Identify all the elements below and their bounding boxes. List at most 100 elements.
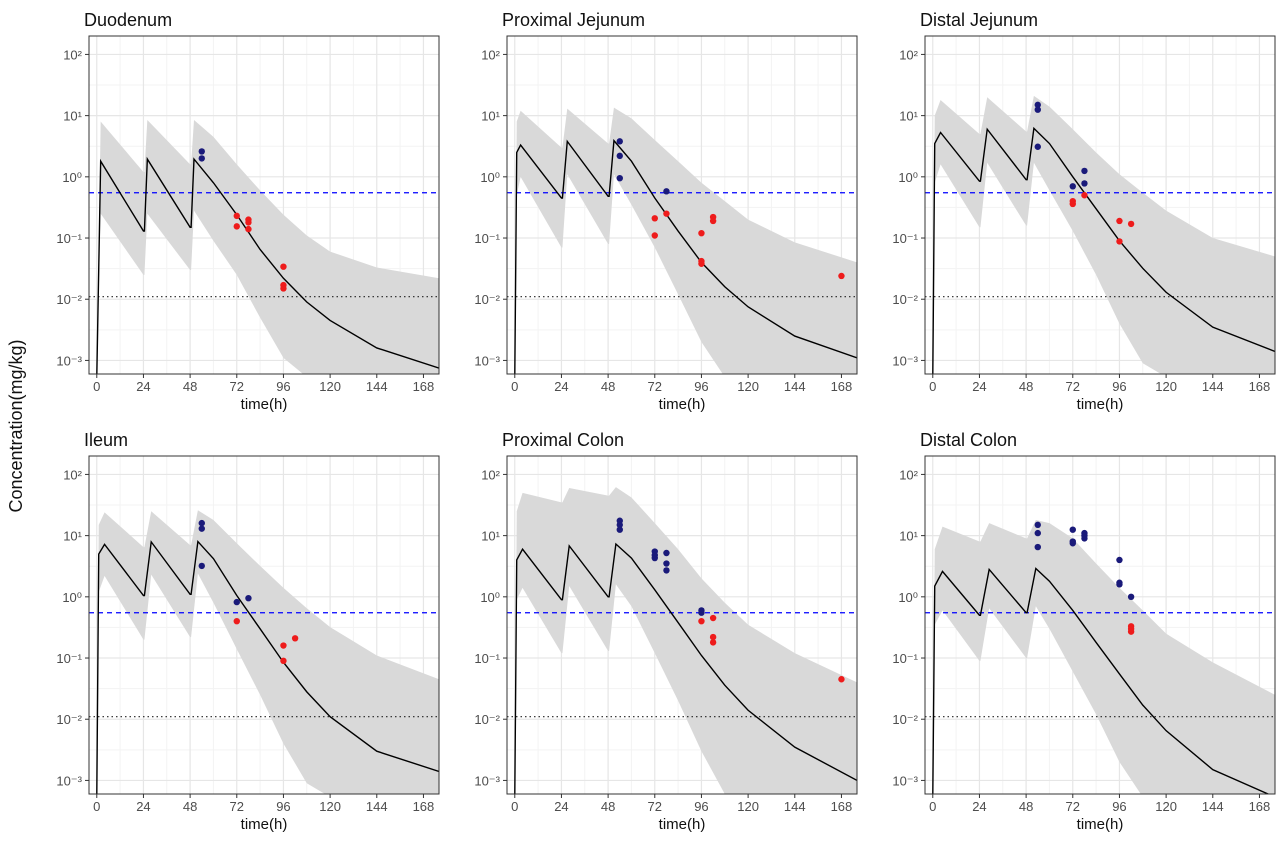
data-point-red xyxy=(698,260,705,267)
x-tick-label: 0 xyxy=(93,379,100,394)
y-tick-label: 10⁻¹ xyxy=(56,231,82,246)
data-point-blue xyxy=(1116,581,1123,588)
y-tick-label: 10⁻³ xyxy=(56,353,82,368)
y-tick-label: 10⁻¹ xyxy=(892,231,918,246)
prediction-interval-ribbon xyxy=(96,510,439,794)
x-tick-label: 144 xyxy=(1202,379,1224,394)
panel-border xyxy=(88,455,440,795)
x-axis-label: time(h) xyxy=(1077,816,1124,833)
x-tick-label: 24 xyxy=(136,799,150,814)
data-point-red xyxy=(233,212,240,220)
data-point-red xyxy=(280,642,287,649)
median-line xyxy=(514,138,857,374)
data-point-blue xyxy=(616,521,623,529)
y-tick-label: 10⁻² xyxy=(474,712,500,727)
y-tick-label: 10¹ xyxy=(63,529,82,544)
x-tick-label: 96 xyxy=(694,799,708,814)
x-tick-label: 120 xyxy=(319,799,341,814)
data-point-blue xyxy=(1034,143,1041,150)
data-point-red xyxy=(1081,192,1088,199)
data-point-red xyxy=(233,617,240,625)
data-point-red xyxy=(291,635,299,642)
x-tick-label: 48 xyxy=(183,379,197,394)
x-tick-label: 48 xyxy=(601,799,615,814)
data-point-red xyxy=(1116,238,1123,245)
y-tick-label: 10² xyxy=(481,47,500,62)
plot-content xyxy=(925,95,1275,374)
data-point-red xyxy=(698,617,705,625)
panel-border xyxy=(924,35,1276,375)
y-tick-label: 10⁻¹ xyxy=(474,231,500,246)
data-point-blue xyxy=(198,562,205,570)
y-tick-label: 10² xyxy=(481,467,500,482)
x-tick-label: 120 xyxy=(737,379,759,394)
x-tick-label: 144 xyxy=(784,799,806,814)
data-point-blue xyxy=(1116,556,1123,564)
data-point-red xyxy=(698,229,705,237)
data-point-blue xyxy=(663,549,670,557)
panel-title: Proximal Colon xyxy=(502,430,624,450)
x-tick-label: 24 xyxy=(554,379,568,394)
prediction-interval-ribbon xyxy=(96,119,439,374)
panel-ileum: 0 24 48 72 96 120 144 168 10⁻³ 10⁻² 10⁻¹ 10⁰ 10¹ 10² I… xyxy=(56,430,440,833)
x-tick-label: 48 xyxy=(1019,379,1033,394)
x-tick-label: 168 xyxy=(1249,799,1271,814)
data-point-blue xyxy=(198,148,205,155)
x-tick-label: 96 xyxy=(1112,799,1126,814)
median-line xyxy=(514,542,857,794)
median-line xyxy=(96,539,439,794)
y-tick-label: 10⁻¹ xyxy=(474,651,500,666)
panel-title: Proximal Jejunum xyxy=(502,10,645,30)
data-point-blue xyxy=(233,598,240,606)
x-tick-label: 120 xyxy=(1155,799,1177,814)
x-tick-label: 72 xyxy=(230,799,244,814)
y-tick-label: 10⁰ xyxy=(480,170,500,185)
plot-content xyxy=(925,520,1275,794)
y-tick-label: 10⁻³ xyxy=(56,773,82,788)
data-point-blue xyxy=(616,526,623,533)
data-point-red xyxy=(651,232,658,239)
x-tick-label: 72 xyxy=(1066,799,1080,814)
data-point-red xyxy=(709,614,717,622)
y-tick-label: 10² xyxy=(63,47,82,62)
data-point-red xyxy=(838,272,845,280)
y-tick-label: 10⁻² xyxy=(892,712,918,727)
plot-content xyxy=(89,510,439,794)
panel-distal-jejunum: 0 24 48 72 96 120 144 168 10⁻³ 10⁻² 10⁻¹ 10⁰ 10¹ 10² D… xyxy=(892,10,1276,413)
y-tick-label: 10⁻¹ xyxy=(892,651,918,666)
x-tick-label: 48 xyxy=(183,799,197,814)
data-point-blue xyxy=(1034,521,1041,529)
x-tick-label: 168 xyxy=(413,379,435,394)
y-tick-label: 10⁻³ xyxy=(892,353,918,368)
x-tick-label: 0 xyxy=(511,799,518,814)
y-tick-label: 10¹ xyxy=(481,529,500,544)
y-tick-label: 10⁻² xyxy=(56,292,82,307)
x-tick-label: 48 xyxy=(601,379,615,394)
data-point-blue xyxy=(1127,593,1135,601)
plot-content xyxy=(507,487,857,794)
x-tick-label: 0 xyxy=(93,799,100,814)
x-tick-label: 24 xyxy=(972,799,986,814)
median-line xyxy=(932,567,1270,794)
data-point-blue xyxy=(663,188,670,195)
x-tick-label: 0 xyxy=(929,379,936,394)
y-tick-label: 10¹ xyxy=(63,109,82,124)
data-point-blue xyxy=(1034,101,1041,109)
data-point-blue xyxy=(198,519,205,527)
data-point-blue xyxy=(616,174,623,182)
x-tick-label: 144 xyxy=(366,799,388,814)
y-tick-label: 10² xyxy=(63,467,82,482)
data-point-red xyxy=(245,219,252,226)
x-tick-label: 168 xyxy=(413,799,435,814)
y-tick-label: 10⁻³ xyxy=(892,773,918,788)
x-tick-label: 72 xyxy=(1066,379,1080,394)
data-point-blue xyxy=(1081,180,1088,187)
x-tick-label: 144 xyxy=(1202,799,1224,814)
x-tick-label: 96 xyxy=(1112,379,1126,394)
data-point-red xyxy=(709,217,717,225)
median-line xyxy=(932,126,1275,374)
data-point-blue xyxy=(698,609,705,616)
data-point-blue xyxy=(1034,529,1041,537)
